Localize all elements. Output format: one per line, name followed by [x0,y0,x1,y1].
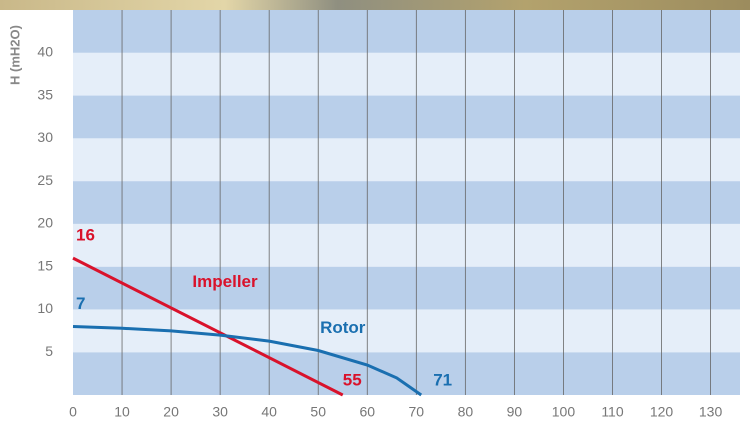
y-tick-label: 10 [37,300,53,316]
band [73,181,740,224]
band [73,95,740,139]
y-tick-label: 15 [37,257,53,273]
line [72,325,423,397]
band [73,138,740,182]
x-tick-label: 40 [261,404,277,420]
x-tick-label: 90 [507,404,523,420]
y-tick-label: 30 [37,129,53,145]
band [73,223,740,267]
x-tick-label: 80 [458,404,474,420]
band [73,266,740,310]
band [73,10,740,53]
series-name: Impeller [192,272,258,291]
x-tick-label: 0 [69,404,77,420]
x-tick-label: 100 [552,404,576,420]
y-axis-label: H (mH2O) [7,25,22,85]
x-tick-label: 10 [114,404,130,420]
y-tick-label: 20 [37,215,53,231]
x-tick-label: 20 [163,404,179,420]
y-tick-label: 25 [37,172,53,188]
series-name: Rotor [320,318,366,337]
header-photo [0,0,750,10]
line [72,256,344,397]
end-label: 55 [343,370,362,389]
x-tick-label: 130 [699,404,723,420]
start-label: 16 [76,226,95,245]
x-tick-label: 30 [212,404,228,420]
x-tick-label: 110 [601,404,624,420]
x-tick-label: 50 [310,404,326,420]
x-tick-label: 120 [650,404,674,420]
y-tick-label: 35 [37,86,53,102]
x-tick-label: 60 [359,404,375,420]
x-tick-label: 70 [409,404,425,420]
end-label: 71 [433,370,452,389]
band [73,352,740,395]
start-label: 7 [76,294,85,313]
y-tick-label: 40 [37,43,53,59]
y-tick-label: 5 [45,343,53,359]
band [73,52,740,96]
